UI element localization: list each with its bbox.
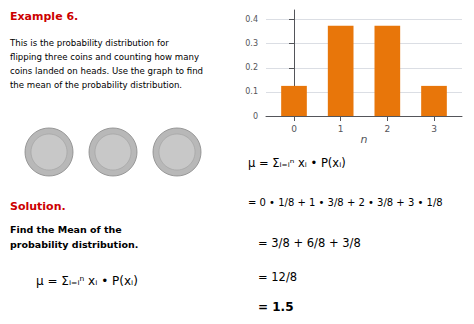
- svg-text:3: 3: [431, 124, 437, 134]
- svg-text:n: n: [361, 133, 368, 146]
- svg-text:0.1: 0.1: [245, 87, 258, 96]
- svg-text:1: 1: [338, 124, 344, 134]
- svg-text:μ = Σᵢ₌ᵢⁿ xᵢ • P(xᵢ): μ = Σᵢ₌ᵢⁿ xᵢ • P(xᵢ): [248, 156, 346, 170]
- svg-text:flipping three coins and count: flipping three coins and counting how ma…: [10, 52, 199, 62]
- svg-text:0.2: 0.2: [245, 63, 258, 72]
- svg-text:μ = Σᵢ₌ᵢⁿ xᵢ • P(xᵢ): μ = Σᵢ₌ᵢⁿ xᵢ • P(xᵢ): [36, 274, 138, 288]
- svg-text:This is the probability distri: This is the probability distribution for: [9, 38, 169, 48]
- svg-text:0: 0: [291, 124, 297, 134]
- svg-text:0.4: 0.4: [245, 15, 258, 24]
- svg-text:the mean of the probability di: the mean of the probability distribution…: [10, 80, 182, 90]
- svg-text:= 0 • 1/8 + 1 • 3/8 + 2 • 3/8: = 0 • 1/8 + 1 • 3/8 + 2 • 3/8 + 3 • 1/8: [248, 197, 443, 208]
- svg-text:Example 6.: Example 6.: [10, 10, 78, 23]
- svg-text:= 1.5: = 1.5: [258, 300, 294, 314]
- svg-text:coins landed on heads. Use the: coins landed on heads. Use the graph to …: [10, 66, 203, 76]
- svg-text:Find the Mean of the: Find the Mean of the: [10, 224, 122, 235]
- svg-text:0.3: 0.3: [245, 39, 258, 48]
- svg-text:probability distribution.: probability distribution.: [10, 239, 138, 250]
- svg-text:2: 2: [384, 124, 390, 134]
- svg-text:0: 0: [253, 112, 258, 121]
- svg-text:Solution.: Solution.: [10, 200, 66, 213]
- svg-text:= 3/8 + 6/8 + 3/8: = 3/8 + 6/8 + 3/8: [258, 236, 361, 250]
- svg-text:= 12/8: = 12/8: [258, 270, 297, 284]
